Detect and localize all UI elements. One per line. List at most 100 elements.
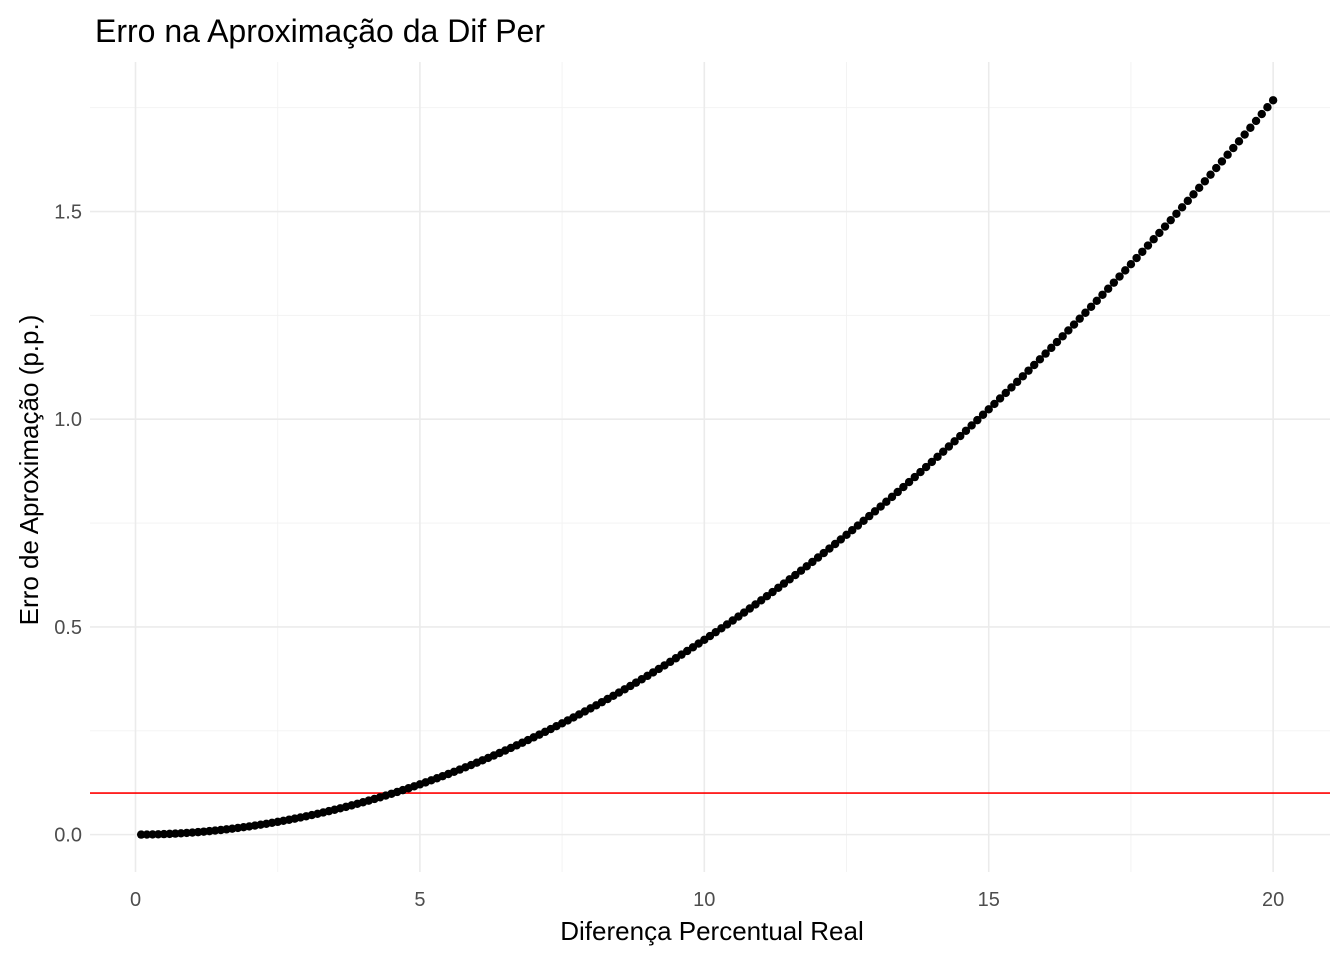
data-point <box>1007 383 1016 392</box>
data-point <box>870 507 880 516</box>
data-point <box>1143 241 1153 250</box>
data-point <box>910 472 919 482</box>
grid <box>90 62 1330 872</box>
x-tick-label: 10 <box>693 889 715 911</box>
data-point <box>865 511 874 521</box>
data-point <box>1121 266 1130 275</box>
data-point <box>1109 278 1119 287</box>
data-point <box>1206 170 1215 179</box>
data-point <box>808 557 817 567</box>
data-point <box>973 415 982 425</box>
data-point <box>1030 360 1039 370</box>
data-point <box>984 405 993 414</box>
data-point <box>1183 196 1192 206</box>
data-point <box>1189 190 1198 199</box>
data-point <box>1041 349 1050 358</box>
data-point <box>1047 343 1056 353</box>
y-tick-label: 1.0 <box>54 409 82 431</box>
data-point <box>1257 109 1266 119</box>
data-point <box>848 526 857 535</box>
data-point <box>961 426 971 435</box>
data-point <box>791 570 800 580</box>
data-point <box>1166 215 1175 225</box>
data-point <box>1138 247 1147 256</box>
data-point <box>1103 284 1113 293</box>
data-point <box>1075 314 1084 323</box>
data-point <box>1132 253 1141 263</box>
x-tick-label: 15 <box>978 889 1000 911</box>
y-tick-label: 0.0 <box>54 825 82 847</box>
data-point <box>796 566 806 575</box>
data-point <box>978 410 988 419</box>
data-point <box>819 548 828 558</box>
data-point <box>944 442 954 451</box>
data-point <box>785 575 794 584</box>
x-tick-label: 5 <box>414 889 425 911</box>
data-point <box>893 487 902 497</box>
data-point <box>842 530 851 540</box>
data-point <box>927 457 937 467</box>
data-point <box>1052 337 1062 347</box>
data-point <box>1160 222 1170 231</box>
data-point <box>876 502 885 511</box>
data-point <box>1217 157 1227 166</box>
data-point <box>1194 183 1204 193</box>
data-points <box>136 96 1278 839</box>
data-point <box>836 535 846 544</box>
data-point <box>933 452 942 462</box>
data-point <box>1126 260 1136 269</box>
data-point <box>1200 177 1210 186</box>
data-point <box>1155 228 1164 238</box>
data-point <box>1177 203 1187 212</box>
data-point <box>830 539 840 549</box>
data-point <box>853 521 863 530</box>
data-point <box>916 467 925 477</box>
data-point <box>859 516 868 526</box>
data-point <box>956 431 965 441</box>
data-point <box>967 421 976 430</box>
data-point <box>1024 366 1033 375</box>
data-point <box>939 447 948 456</box>
data-point <box>1086 302 1096 311</box>
data-point <box>899 482 908 492</box>
data-point <box>882 497 891 506</box>
data-point <box>1098 290 1107 299</box>
data-point <box>950 437 959 446</box>
x-tick-label: 0 <box>130 889 141 911</box>
data-point <box>1092 296 1101 305</box>
data-point <box>1012 377 1022 387</box>
data-point <box>1251 116 1261 126</box>
data-point <box>1223 150 1232 159</box>
data-point <box>1263 102 1272 112</box>
data-point <box>1268 96 1278 105</box>
data-point <box>1081 308 1090 317</box>
data-point <box>802 562 811 571</box>
x-tick-label: 20 <box>1262 889 1284 911</box>
chart-title: Erro na Aproximação da Dif Per <box>95 13 545 49</box>
data-point <box>1035 355 1045 364</box>
data-point <box>1018 372 1028 381</box>
data-point <box>1149 235 1158 244</box>
data-point <box>887 492 897 502</box>
data-point <box>921 462 931 472</box>
x-axis-tick-labels: 0 5 10 15 20 <box>130 889 1284 911</box>
data-point <box>904 477 914 487</box>
data-point <box>813 553 823 562</box>
y-axis-tick-labels: 0.0 0.5 1.0 1.5 <box>54 202 82 847</box>
data-point <box>1246 123 1255 132</box>
data-point <box>1069 320 1079 329</box>
data-point <box>1229 143 1238 153</box>
y-axis-title: Erro de Aproximação (p.p.) <box>14 315 44 626</box>
data-point <box>1058 332 1067 341</box>
data-point <box>995 394 1005 403</box>
data-point <box>1172 209 1181 218</box>
y-tick-label: 1.5 <box>54 202 82 224</box>
y-tick-label: 0.5 <box>54 617 82 639</box>
data-point <box>1234 137 1244 146</box>
x-axis-title: Diferença Percentual Real <box>560 916 864 946</box>
data-point <box>1001 388 1010 398</box>
data-point <box>1064 326 1073 335</box>
data-point <box>1115 272 1124 281</box>
